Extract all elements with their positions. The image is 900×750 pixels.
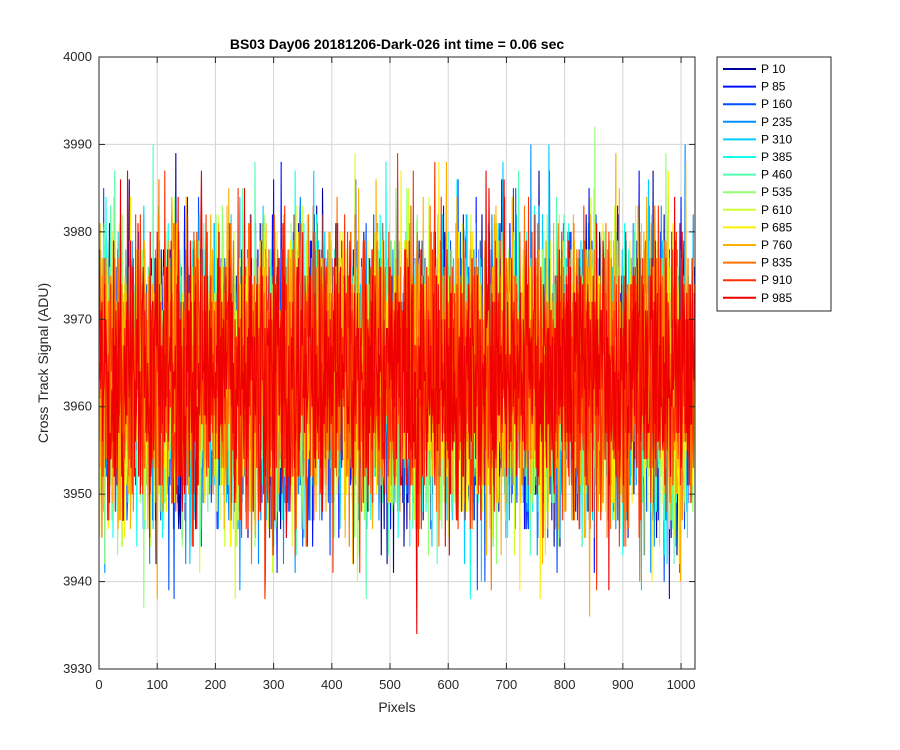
y-tick-label: 3960 (63, 399, 92, 414)
x-tick-label: 300 (263, 677, 285, 692)
series-lines (99, 126, 695, 635)
x-tick-label: 0 (95, 677, 102, 692)
legend-entry-label: P 85 (761, 80, 786, 94)
plot-frame (98, 56, 696, 670)
y-tick-label: 3940 (63, 574, 92, 589)
x-tick-label: 600 (437, 677, 459, 692)
x-tick-label: 900 (612, 677, 634, 692)
legend-entry-label: P 610 (761, 203, 792, 217)
legend-entry-label: P 910 (761, 273, 792, 287)
legend-entry-label: P 385 (761, 150, 792, 164)
y-tick-label: 3990 (63, 136, 92, 151)
y-tick-label: 3970 (63, 311, 92, 326)
axis-ticks: 0 100 200 300 400 500 600 700 800 900 1000 3930 3940… (63, 49, 695, 692)
legend-entry-label: P 460 (761, 168, 792, 182)
y-axis-label: Cross Track Signal (ADU) (35, 283, 51, 443)
legend-entry-label: P 985 (761, 291, 792, 305)
x-tick-label: 500 (379, 677, 401, 692)
legend-entry-label: P 760 (761, 238, 792, 252)
legend-entry-label: P 235 (761, 115, 792, 129)
legend-entry-label: P 310 (761, 132, 792, 146)
legend-entry-label: P 535 (761, 185, 792, 199)
x-tick-label: 200 (205, 677, 227, 692)
x-tick-label: 700 (496, 677, 518, 692)
legend-entry-label: P 10 (761, 62, 786, 76)
y-tick-label: 4000 (63, 49, 92, 64)
x-tick-label: 100 (146, 677, 168, 692)
legend-box (716, 56, 832, 312)
legend: P 10 P 85 P 160 P 235 P 310 P 385 P 460 P 535 P … (716, 56, 832, 312)
x-tick-label: 1000 (667, 677, 696, 692)
y-tick-label: 3930 (63, 661, 92, 676)
chart-title: BS03 Day06 20181206-Dark-026 int time = … (230, 36, 564, 52)
legend-entry-label: P 835 (761, 256, 792, 270)
y-tick-label: 3980 (63, 224, 92, 239)
legend-entry-label: P 685 (761, 220, 792, 234)
x-axis-label: Pixels (378, 699, 415, 715)
y-tick-label: 3950 (63, 486, 92, 501)
x-tick-label: 400 (321, 677, 343, 692)
series-line-p985 (99, 170, 695, 635)
x-tick-label: 800 (554, 677, 576, 692)
legend-entry-label: P 160 (761, 97, 792, 111)
